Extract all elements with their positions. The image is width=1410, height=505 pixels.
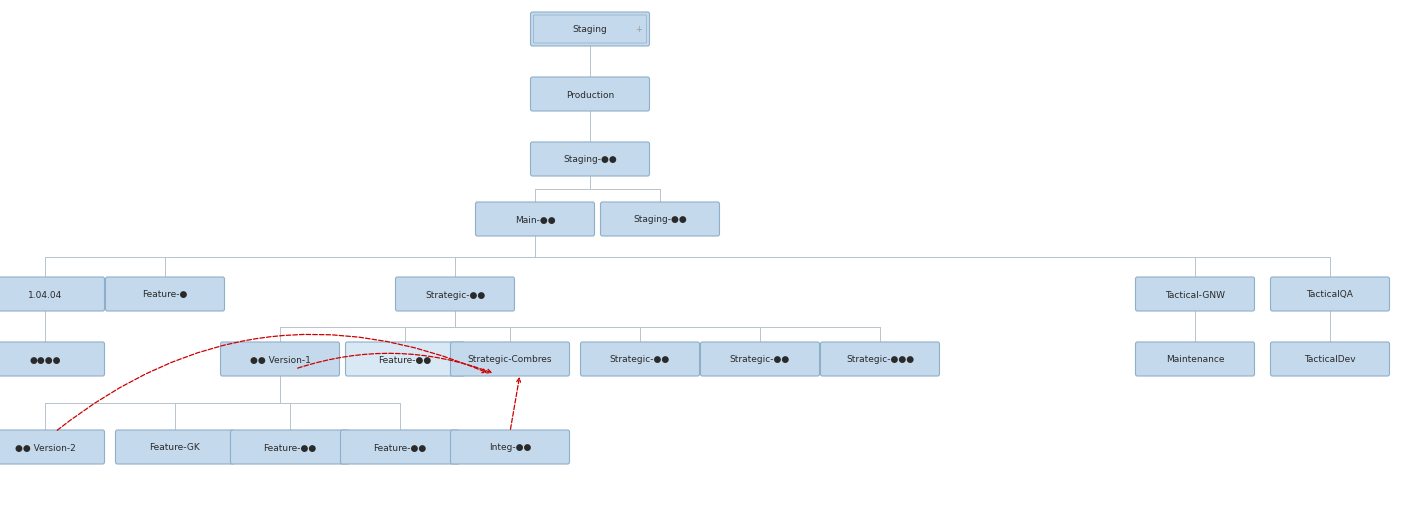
- Text: Feature-●●: Feature-●●: [378, 355, 431, 364]
- Text: 1.04.04: 1.04.04: [28, 290, 62, 299]
- FancyBboxPatch shape: [1270, 342, 1389, 376]
- FancyBboxPatch shape: [0, 342, 104, 376]
- FancyBboxPatch shape: [1135, 342, 1255, 376]
- Text: Staging-●●: Staging-●●: [563, 155, 618, 164]
- FancyBboxPatch shape: [116, 430, 234, 464]
- FancyBboxPatch shape: [1135, 277, 1255, 312]
- FancyBboxPatch shape: [0, 277, 104, 312]
- FancyBboxPatch shape: [220, 342, 340, 376]
- FancyBboxPatch shape: [1270, 277, 1389, 312]
- FancyBboxPatch shape: [701, 342, 819, 376]
- FancyBboxPatch shape: [601, 203, 719, 236]
- FancyBboxPatch shape: [530, 143, 650, 177]
- FancyBboxPatch shape: [451, 430, 570, 464]
- Text: Tactical-GNW: Tactical-GNW: [1165, 290, 1225, 299]
- Text: ●●●●: ●●●●: [30, 355, 61, 364]
- FancyBboxPatch shape: [821, 342, 939, 376]
- Text: Production: Production: [565, 90, 615, 99]
- Text: +: +: [634, 25, 642, 34]
- Text: Strategic-●●: Strategic-●●: [424, 290, 485, 299]
- Text: Staging: Staging: [572, 25, 608, 34]
- Text: Strategic-●●: Strategic-●●: [611, 355, 670, 364]
- FancyBboxPatch shape: [0, 430, 104, 464]
- FancyBboxPatch shape: [345, 342, 464, 376]
- FancyBboxPatch shape: [530, 78, 650, 112]
- FancyBboxPatch shape: [581, 342, 699, 376]
- FancyBboxPatch shape: [451, 342, 570, 376]
- Text: Integ-●●: Integ-●●: [489, 442, 532, 451]
- FancyArrowPatch shape: [510, 378, 520, 429]
- Text: ●● Version-1: ●● Version-1: [250, 355, 310, 364]
- FancyArrowPatch shape: [298, 354, 491, 373]
- FancyBboxPatch shape: [395, 277, 515, 312]
- FancyArrowPatch shape: [58, 335, 486, 430]
- FancyBboxPatch shape: [475, 203, 595, 236]
- Text: Strategic-●●: Strategic-●●: [730, 355, 790, 364]
- FancyBboxPatch shape: [230, 430, 350, 464]
- Text: Feature-●●: Feature-●●: [264, 442, 317, 451]
- Text: Feature-●: Feature-●: [142, 290, 188, 299]
- Text: Main-●●: Main-●●: [515, 215, 556, 224]
- Text: Strategic-Combres: Strategic-Combres: [468, 355, 553, 364]
- FancyBboxPatch shape: [340, 430, 460, 464]
- Text: Feature-GK: Feature-GK: [149, 442, 200, 451]
- Text: Maintenance: Maintenance: [1166, 355, 1224, 364]
- Text: ●● Version-2: ●● Version-2: [14, 442, 75, 451]
- Text: TacticalDev: TacticalDev: [1304, 355, 1356, 364]
- FancyBboxPatch shape: [530, 13, 650, 47]
- Text: TacticalQA: TacticalQA: [1307, 290, 1354, 299]
- Text: Strategic-●●●: Strategic-●●●: [846, 355, 914, 364]
- Text: Staging-●●: Staging-●●: [633, 215, 687, 224]
- FancyBboxPatch shape: [106, 277, 224, 312]
- Text: Feature-●●: Feature-●●: [374, 442, 427, 451]
